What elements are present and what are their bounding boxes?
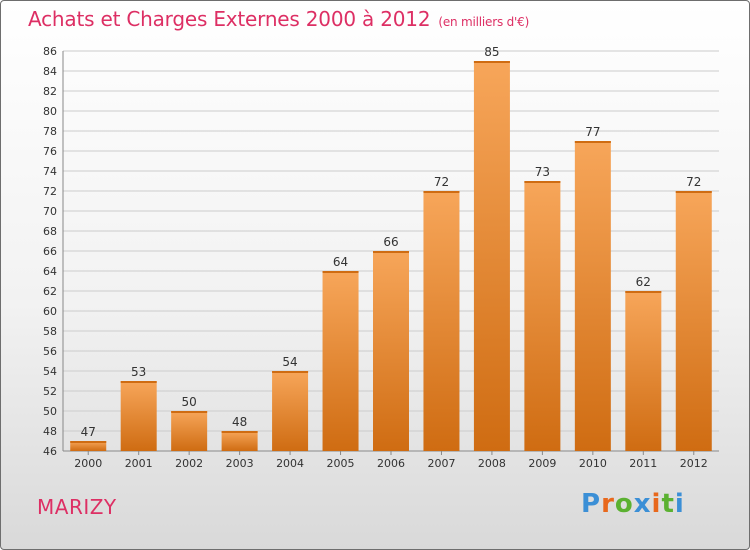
logo-letter: i [651,489,662,519]
x-tick-label: 2010 [579,457,607,470]
bar[interactable] [675,191,712,451]
data-label: 48 [232,415,247,429]
bar-top-edge [473,61,510,63]
bar-top-edge [322,271,359,273]
bar-top-edge [675,191,712,193]
bar-top-edge [423,191,460,193]
x-tick-label: 2012 [680,457,708,470]
y-tick-label: 64 [43,265,57,278]
bar[interactable] [524,181,561,451]
y-tick-label: 84 [43,65,57,78]
bar-top-edge [625,291,662,293]
x-tick-label: 2008 [478,457,506,470]
x-tick-label: 2000 [74,457,102,470]
y-tick-label: 68 [43,225,57,238]
bar[interactable] [574,141,611,451]
x-tick-label: 2009 [528,457,556,470]
logo-letter: o [614,489,634,519]
y-tick-label: 80 [43,105,57,118]
y-tick-label: 62 [43,285,57,298]
bar[interactable] [625,291,662,451]
bar-top-edge [524,181,561,183]
y-tick-label: 76 [43,145,57,158]
logo-letter: r [601,489,615,519]
y-tick-label: 50 [43,405,57,418]
y-tick-label: 46 [43,445,57,458]
bar-top-edge [221,431,258,433]
bar-top-edge [70,441,107,443]
logo-letter: i [674,489,685,519]
data-label: 53 [131,365,146,379]
data-label: 50 [182,395,197,409]
bar[interactable] [70,441,107,451]
x-tick-label: 2003 [226,457,254,470]
bar[interactable] [221,431,258,451]
chart-title-unit: (en milliers d'€) [438,15,530,29]
data-label: 73 [535,165,550,179]
chart-title-text: Achats et Charges Externes 2000 à 2012 [28,7,431,31]
y-tick-label: 52 [43,385,57,398]
bar[interactable] [171,411,208,451]
data-labels: 47 53 50 48 54 64 66 72 85 73 77 62 72 [81,45,702,439]
x-tick-label: 2004 [276,457,304,470]
x-tick-label: 2001 [125,457,153,470]
y-tick-label: 56 [43,345,57,358]
bar[interactable] [120,381,157,451]
y-tick-label: 72 [43,185,57,198]
data-label: 54 [282,355,297,369]
data-label: 64 [333,255,348,269]
y-tick-label: 48 [43,425,57,438]
x-tick-label: 2007 [427,457,455,470]
bar-top-edge [171,411,208,413]
commune-name: MARIZY [37,495,117,519]
x-tick-label: 2011 [629,457,657,470]
data-label: 72 [686,175,701,189]
x-tick-label: 2006 [377,457,405,470]
y-tick-label: 60 [43,305,57,318]
bar[interactable] [272,371,309,451]
x-tick-label: 2002 [175,457,203,470]
data-label: 85 [484,45,499,59]
data-label: 66 [383,235,398,249]
y-tick-label: 58 [43,325,57,338]
y-tick-label: 78 [43,125,57,138]
bars [70,61,712,451]
bar-top-edge [373,251,409,253]
proxiti-logo[interactable]: Proxiti [581,489,685,519]
y-tick-label: 82 [43,85,57,98]
y-tick-label: 74 [43,165,57,178]
bar[interactable] [423,191,460,451]
bar-top-edge [272,371,309,373]
axes: 46 48 50 52 54 56 58 60 62 64 66 68 70 72 74 76 78 80 82 84… [43,45,719,470]
y-tick-label: 66 [43,245,57,258]
bar[interactable] [322,271,359,451]
logo-letter: x [633,489,652,519]
data-label: 77 [585,125,600,139]
bar[interactable] [473,61,510,451]
y-tick-label: 86 [43,45,57,58]
data-label: 72 [434,175,449,189]
data-label: 47 [81,425,96,439]
bar-top-edge [120,381,157,383]
bar[interactable] [373,251,409,451]
y-tick-label: 54 [43,365,57,378]
x-tick-label: 2005 [327,457,355,470]
y-tick-label: 70 [43,205,57,218]
logo-letter: t [661,489,675,519]
logo-letter: P [581,489,602,519]
bar-top-edge [574,141,611,143]
data-label: 62 [636,275,651,289]
chart-title: Achats et Charges Externes 2000 à 2012 (e… [28,7,529,31]
